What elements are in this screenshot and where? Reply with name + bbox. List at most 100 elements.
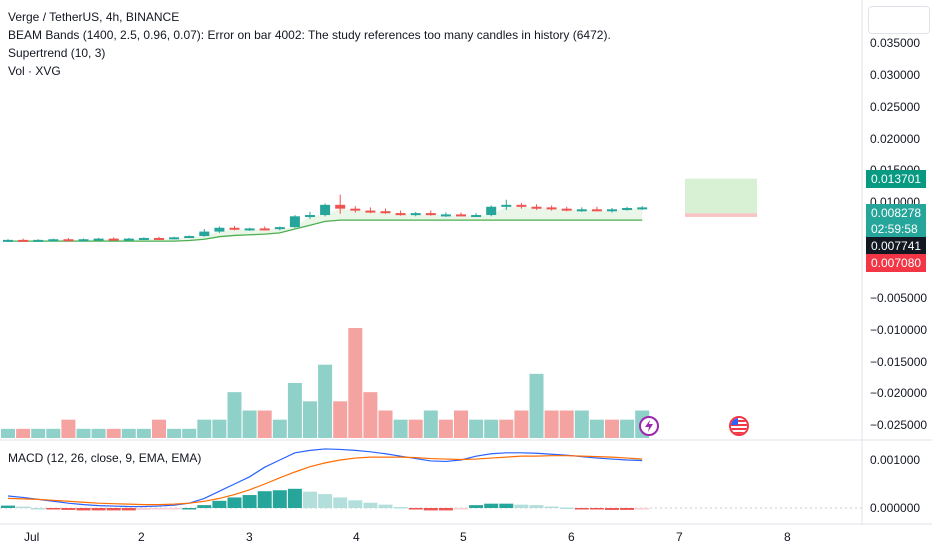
beam-bands-legend[interactable]: BEAM Bands (1400, 2.5, 0.96, 0.07): Erro… (8, 28, 611, 42)
time-tick-label: 5 (460, 530, 467, 544)
macd-histogram-bar (121, 508, 136, 511)
macd-histogram-bar (423, 508, 438, 511)
time-tick-label: Jul (24, 530, 40, 544)
supertrend-line (8, 219, 643, 242)
volume-bar (61, 419, 76, 438)
macd-histogram-bar (333, 497, 348, 508)
candle (516, 204, 527, 207)
macd-histogram-bar (529, 505, 544, 508)
price-tick-label: 0.035000 (870, 36, 921, 50)
volume-bar (574, 410, 589, 438)
countdown-label: 02:59:58 (866, 220, 926, 238)
macd-histogram-bar (76, 508, 91, 511)
candle (199, 231, 210, 237)
volume-bar (16, 428, 31, 438)
candle (154, 237, 164, 240)
macd-histogram-bar (574, 508, 589, 510)
volume-bar (46, 428, 61, 438)
macd-histogram-bar (31, 508, 46, 510)
macd-histogram-bar (605, 508, 619, 510)
macd-histogram-bar (212, 500, 227, 508)
price-tick-label: 0.020000 (870, 131, 921, 146)
volume-bar (454, 410, 468, 438)
scale-settings-button[interactable] (868, 6, 930, 34)
macd-histogram-bar (484, 503, 499, 508)
candle (48, 239, 59, 242)
candle (184, 236, 195, 239)
macd-histogram-bar (620, 508, 635, 510)
macd-histogram-bar (589, 508, 604, 510)
macd-histogram-bar (257, 491, 272, 508)
volume-bar (348, 328, 363, 438)
candle (320, 204, 331, 216)
macd-histogram-bar (91, 508, 106, 511)
candle (259, 228, 270, 231)
volume-bar (182, 428, 197, 438)
macd-histogram-bar (61, 508, 76, 510)
volume-bar (589, 419, 604, 438)
candle (108, 238, 119, 241)
volume-legend[interactable]: Vol · XVG (8, 64, 61, 78)
volume-bar (469, 419, 484, 438)
volume-bar (499, 419, 514, 438)
macd-histogram-bar (287, 488, 302, 508)
candle (274, 227, 285, 230)
candle (410, 213, 421, 216)
volume-bar (393, 419, 408, 438)
macd-tick-label: 0.001000 (870, 453, 921, 467)
target-zone (685, 178, 757, 214)
volume-bar (484, 419, 499, 438)
candle (93, 238, 104, 241)
candle (440, 214, 451, 217)
macd-histogram-bar (152, 508, 166, 510)
candle (591, 209, 602, 212)
lightning-icon[interactable] (639, 416, 659, 436)
volume-bar (423, 410, 438, 438)
price-tick-label: −0.005000 (870, 290, 928, 305)
us-flag-icon[interactable] (729, 416, 749, 436)
volume-bar (91, 428, 106, 438)
candle (637, 207, 648, 210)
volume-bar (242, 410, 257, 438)
volume-bar (605, 419, 619, 438)
macd-histogram-bar (136, 508, 151, 510)
time-tick-label: 8 (784, 530, 791, 544)
volume-bar (514, 410, 529, 438)
supertrend-price-label: 0.007741 (866, 237, 926, 255)
candle (576, 209, 587, 212)
macd-histogram-bar (378, 504, 393, 508)
candle (63, 239, 74, 242)
symbol-title[interactable]: Verge / TetherUS, 4h, BINANCE (8, 10, 180, 24)
stop-zone (685, 213, 757, 217)
macd-histogram-bar (469, 505, 484, 508)
macd-histogram-bar (438, 508, 453, 511)
macd-histogram-bar (197, 505, 212, 508)
candle (486, 206, 497, 216)
supertrend-legend[interactable]: Supertrend (10, 3) (8, 46, 106, 60)
macd-histogram-bar (106, 508, 121, 511)
macd-histogram-bar (272, 490, 287, 508)
volume-bar (31, 428, 46, 438)
macd-legend[interactable]: MACD (12, 26, close, 9, EMA, EMA) (8, 451, 202, 465)
candle (78, 239, 89, 242)
volume-bar (227, 392, 242, 438)
price-tick-label: −0.025000 (870, 418, 928, 433)
volume-bar (363, 392, 378, 438)
candle (456, 214, 466, 217)
candle (501, 204, 512, 207)
volume-bar (318, 364, 333, 438)
macd-histogram-bar (303, 491, 317, 508)
candle (123, 238, 134, 241)
target-price-label: 0.013701 (866, 170, 926, 188)
candle (3, 239, 13, 242)
candle (138, 237, 149, 240)
candle (471, 215, 482, 218)
candle (425, 213, 436, 216)
time-tick-label: 6 (568, 530, 575, 544)
candle (169, 237, 180, 240)
candle (214, 227, 225, 232)
volume-bar (167, 428, 182, 438)
candle (546, 207, 557, 210)
macd-histogram-bar (167, 508, 182, 510)
